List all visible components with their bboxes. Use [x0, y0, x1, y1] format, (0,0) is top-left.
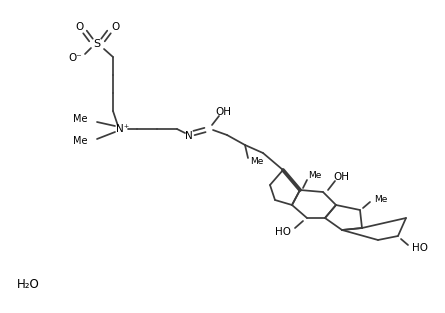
- Text: S: S: [93, 39, 101, 49]
- Text: HO: HO: [412, 243, 428, 253]
- Text: OH: OH: [215, 107, 231, 117]
- Text: Me: Me: [374, 196, 388, 204]
- Text: Me: Me: [73, 136, 87, 146]
- Text: HO: HO: [275, 227, 291, 237]
- Text: OH: OH: [333, 172, 349, 182]
- Text: H₂O: H₂O: [16, 279, 39, 291]
- Text: Me: Me: [73, 114, 87, 124]
- Text: O: O: [75, 22, 83, 32]
- Text: O: O: [111, 22, 119, 32]
- Text: O⁻: O⁻: [68, 53, 82, 63]
- Text: N: N: [185, 131, 193, 141]
- Text: N⁺: N⁺: [117, 124, 129, 134]
- Text: Me: Me: [308, 172, 321, 181]
- Text: Me: Me: [250, 157, 263, 167]
